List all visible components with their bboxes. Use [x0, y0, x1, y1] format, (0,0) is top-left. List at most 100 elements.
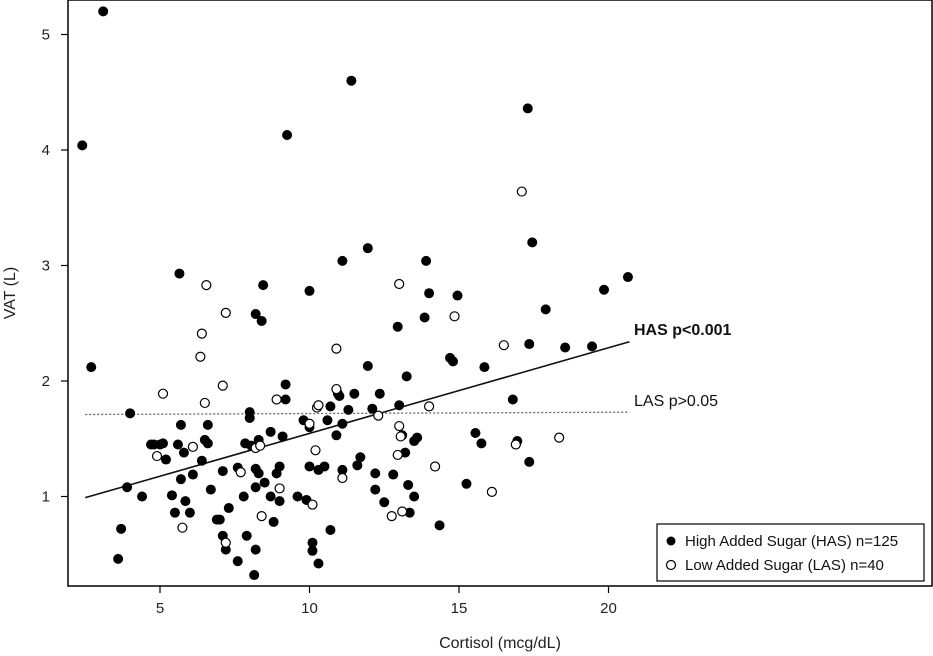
las-point	[201, 280, 212, 291]
las-point	[271, 394, 282, 405]
has-point	[232, 556, 243, 567]
has-point	[461, 478, 472, 489]
las-point	[394, 278, 405, 290]
has-point	[250, 544, 261, 555]
has-point	[599, 284, 610, 295]
las-point	[195, 351, 206, 362]
x-tick-label: 20	[600, 600, 617, 617]
has-point	[355, 452, 366, 463]
las-point	[331, 343, 342, 354]
has-point	[187, 469, 198, 480]
has-point	[524, 456, 535, 467]
las-point	[449, 311, 460, 322]
las-point	[235, 467, 246, 478]
has-point	[157, 438, 168, 449]
has-point	[560, 342, 571, 353]
las-point	[304, 418, 315, 429]
has-point	[277, 431, 288, 442]
las-point	[274, 483, 285, 494]
has-point	[307, 545, 318, 556]
plot-frame	[67, 0, 933, 587]
y-tick-label: 5	[42, 27, 50, 44]
las-point	[392, 449, 403, 461]
has-point	[349, 388, 360, 399]
has-point	[421, 255, 432, 266]
las-point	[199, 397, 210, 409]
las-point	[516, 186, 527, 197]
las-point	[307, 499, 318, 510]
has-point	[238, 491, 249, 502]
has-point	[113, 553, 124, 564]
las-point	[498, 340, 509, 351]
legend: High Added Sugar (HAS) n=125 Low Added S…	[656, 523, 925, 582]
las-point	[151, 450, 163, 462]
has-point	[362, 243, 373, 254]
las-point	[394, 420, 405, 432]
y-tick-label: 2	[42, 373, 50, 390]
las-point	[196, 328, 207, 339]
has-point	[196, 455, 207, 466]
has-points	[77, 6, 633, 581]
has-point	[98, 6, 109, 17]
has-point	[249, 570, 260, 581]
has-point	[622, 272, 633, 283]
has-point	[367, 403, 378, 414]
has-point	[409, 491, 420, 502]
has-point	[448, 356, 459, 367]
has-point	[125, 408, 136, 419]
las-point	[256, 511, 267, 522]
has-point	[282, 129, 293, 140]
y-tick-label: 3	[42, 258, 50, 275]
las-point	[157, 388, 169, 399]
x-axis-ticks: 5 10 15 20	[156, 586, 617, 617]
has-point	[274, 461, 285, 472]
has-point	[280, 379, 291, 390]
legend-has-marker	[666, 536, 676, 546]
has-point	[527, 237, 538, 248]
has-point	[250, 482, 261, 493]
has-point	[184, 507, 195, 518]
has-point	[424, 288, 435, 299]
has-point	[86, 362, 97, 373]
las-regression-line	[85, 411, 630, 416]
las-point	[395, 431, 406, 442]
has-point	[374, 388, 385, 399]
has-point	[137, 491, 148, 502]
x-tick-label: 5	[156, 600, 164, 617]
has-point	[452, 290, 463, 301]
has-point	[524, 339, 535, 350]
has-point	[352, 460, 363, 471]
has-point	[331, 430, 342, 441]
las-point	[217, 380, 228, 391]
has-point	[370, 468, 381, 479]
has-point	[325, 401, 336, 412]
las-point	[510, 439, 521, 450]
has-point	[175, 474, 186, 485]
x-axis-title: Cortisol (mcg/dL)	[439, 635, 561, 652]
has-point	[392, 321, 403, 332]
has-point	[253, 468, 264, 479]
has-point	[202, 419, 213, 430]
has-point	[250, 309, 261, 320]
y-tick-label: 1	[42, 489, 50, 506]
has-point	[370, 484, 381, 495]
has-point	[388, 469, 399, 480]
las-point	[331, 383, 342, 395]
las-point	[313, 400, 324, 411]
x-tick-label: 10	[301, 600, 318, 617]
legend-las-marker	[665, 559, 677, 571]
has-point	[265, 426, 276, 437]
has-point	[202, 438, 213, 449]
has-point	[319, 461, 330, 472]
has-point	[587, 341, 598, 352]
las-point	[337, 472, 348, 484]
legend-box	[656, 523, 925, 582]
has-point	[268, 516, 279, 527]
has-point	[304, 461, 315, 472]
las-point	[177, 522, 188, 533]
has-point	[175, 419, 186, 430]
has-point	[507, 394, 518, 405]
has-point	[292, 491, 303, 502]
has-point	[337, 418, 348, 429]
